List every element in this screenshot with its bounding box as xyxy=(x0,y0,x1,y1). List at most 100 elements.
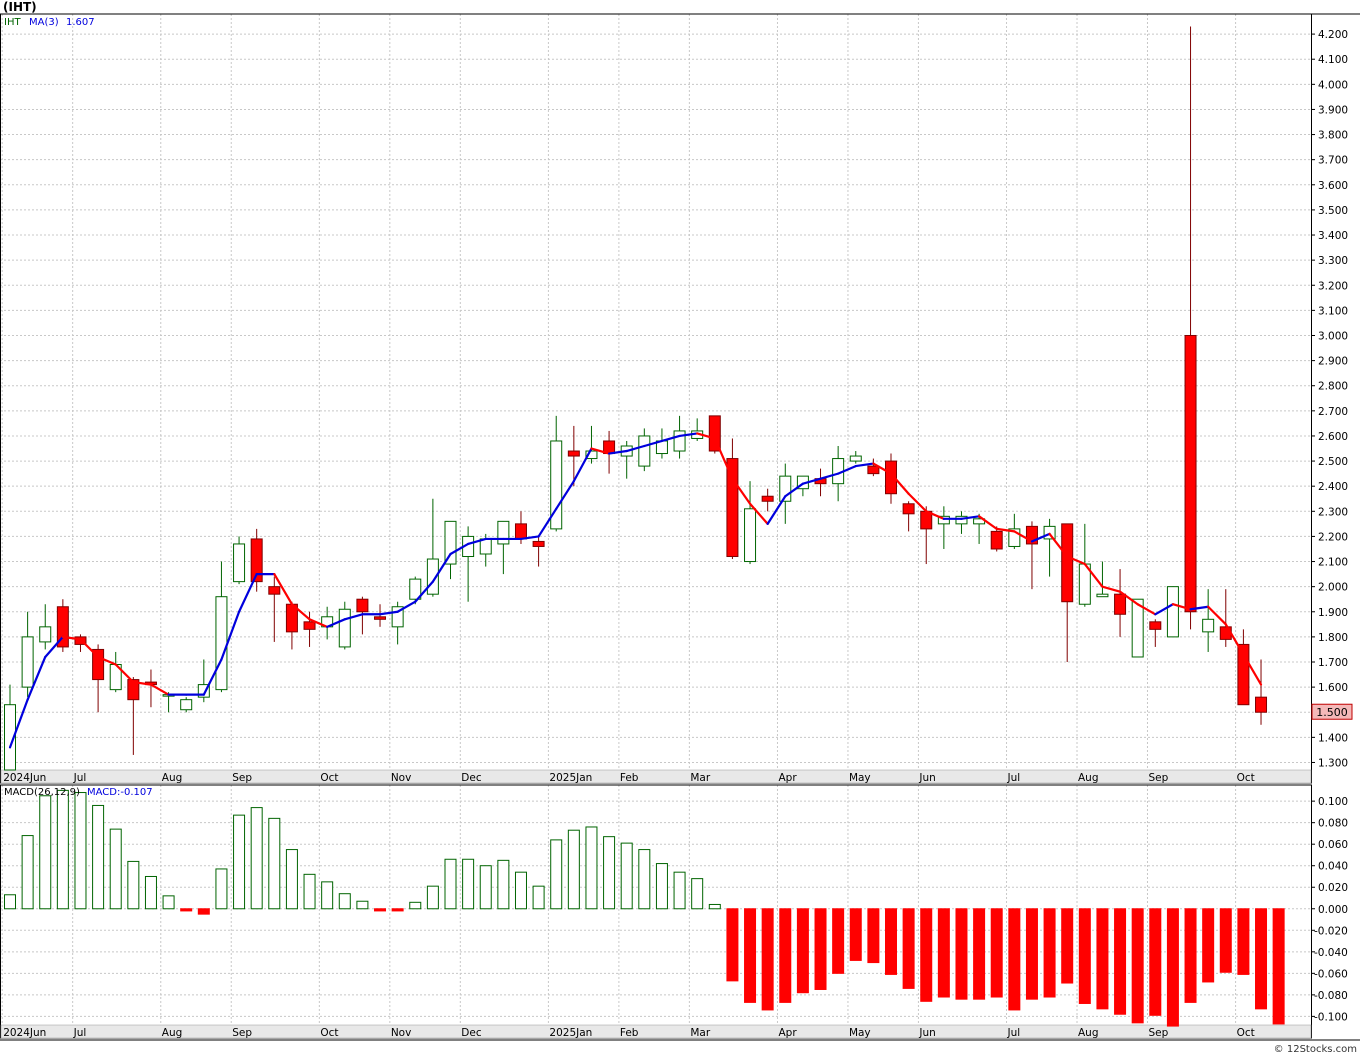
ma-line-segment xyxy=(220,610,241,661)
macd-bar xyxy=(250,807,263,910)
macd-bar xyxy=(21,835,34,910)
ma-line-segment xyxy=(925,510,945,520)
price-y-tick-label: 2.800 xyxy=(1318,381,1348,393)
price-y-tick-label: 2.300 xyxy=(1318,506,1348,518)
ma-line-segment xyxy=(801,477,822,485)
ma-line-segment xyxy=(1136,603,1157,616)
ma-line-segment xyxy=(1066,555,1086,566)
candle-body xyxy=(1096,593,1109,598)
chart-title: (IHT) xyxy=(3,0,37,14)
macd-x-tick-label: Mar xyxy=(690,1027,710,1039)
price-y-tick-label: 2.100 xyxy=(1318,557,1348,569)
price-y-tick-label: 1.700 xyxy=(1318,657,1348,669)
candle-body xyxy=(1255,696,1268,713)
ma-line-segment xyxy=(748,502,769,525)
macd-x-tick-label: Feb xyxy=(620,1027,639,1039)
macd-bar xyxy=(109,828,122,910)
price-y-tick-label: 1.800 xyxy=(1318,632,1348,644)
macd-y-tick-label: 0.040 xyxy=(1318,861,1348,873)
candle-body xyxy=(673,430,686,452)
macd-bar xyxy=(885,908,897,975)
macd-y-tick-label: -0.020 xyxy=(1314,925,1348,937)
macd-bar xyxy=(479,865,492,910)
last-price-label: 1.500 xyxy=(1316,706,1348,719)
candle-body xyxy=(356,598,369,613)
price-y-tick-label: 1.900 xyxy=(1318,607,1348,619)
candle-body xyxy=(567,450,580,457)
macd-bar xyxy=(144,875,157,910)
macd-bar xyxy=(92,804,105,910)
macd-bar xyxy=(726,908,739,982)
ma-line-segment xyxy=(572,447,593,483)
macd-bar xyxy=(444,858,457,910)
macd-bar xyxy=(391,908,404,912)
ma-line-segment xyxy=(907,492,928,513)
ma-line-segment xyxy=(607,449,628,455)
macd-x-tick-label: Nov xyxy=(391,1027,412,1039)
candle-body xyxy=(514,523,527,540)
ma-line-segment xyxy=(431,552,452,583)
macd-bar xyxy=(338,893,351,910)
price-x-tick-label: Sep xyxy=(1148,772,1168,784)
macd-bar xyxy=(180,908,193,912)
ma-line-segment xyxy=(1189,605,1210,611)
price-y-tick-label: 2.600 xyxy=(1318,431,1348,443)
macd-y-tick-label: -0.100 xyxy=(1314,1011,1348,1023)
candle-body xyxy=(779,475,792,502)
price-x-tick-label: Apr xyxy=(778,772,797,784)
macd-x-tick-label: Aug xyxy=(162,1027,183,1039)
macd-bar xyxy=(162,895,175,910)
price-y-tick-label: 4.200 xyxy=(1318,29,1348,41)
macd-bar xyxy=(409,901,422,910)
candle-body xyxy=(180,699,193,711)
candle-body xyxy=(1025,525,1038,545)
macd-bar xyxy=(673,871,686,910)
macd-bar xyxy=(585,826,598,910)
ma-line-segment xyxy=(79,638,100,659)
ma-line-segment xyxy=(396,600,417,613)
ma-line-segment xyxy=(995,527,1016,533)
ma-line-segment xyxy=(696,432,716,440)
ma-line-segment xyxy=(590,447,611,455)
price-y-tick-label: 3.600 xyxy=(1318,180,1348,192)
macd-bar xyxy=(268,817,281,910)
macd-bar xyxy=(1043,908,1056,998)
candle-body xyxy=(885,460,897,495)
macd-bar xyxy=(1008,908,1021,1011)
ma-line-segment xyxy=(237,572,258,613)
macd-bar xyxy=(374,908,387,912)
macd-bar xyxy=(197,908,210,915)
macd-bar xyxy=(973,908,986,1000)
ma-line-segment xyxy=(44,635,64,659)
price-y-tick-label: 4.100 xyxy=(1318,54,1348,66)
price-y-tick-label: 2.400 xyxy=(1318,481,1348,493)
price-y-tick-label: 3.100 xyxy=(1318,305,1348,317)
candle-body xyxy=(497,520,510,545)
price-x-tick-label: Sep xyxy=(232,772,252,784)
macd-x-tick-label: May xyxy=(849,1027,871,1039)
ma-line-segment xyxy=(960,515,981,520)
price-y-tick-label: 3.000 xyxy=(1318,330,1348,342)
macd-x-tick-label: 2025Jan xyxy=(549,1027,592,1039)
candle-body xyxy=(233,543,246,583)
candle-body xyxy=(197,684,210,698)
ma-line-segment xyxy=(273,572,294,606)
macd-x-tick-label: Sep xyxy=(1148,1027,1168,1039)
macd-bar xyxy=(74,792,87,910)
candle-body xyxy=(479,538,492,555)
price-x-tick-label: Oct xyxy=(1237,772,1255,784)
ma-line-segment xyxy=(1030,532,1051,543)
macd-bar xyxy=(1184,908,1197,1003)
candle-body xyxy=(708,415,721,452)
price-y-tick-label: 2.200 xyxy=(1318,531,1348,543)
ma-line-segment xyxy=(1207,605,1227,626)
macd-y-tick-label: 0.000 xyxy=(1318,904,1348,916)
ma-line-segment xyxy=(8,698,29,749)
macd-bar xyxy=(1078,908,1091,1004)
price-y-tick-label: 4.000 xyxy=(1318,79,1348,91)
candle-body xyxy=(1149,621,1162,630)
candle-body xyxy=(744,508,757,563)
macd-bar xyxy=(1061,908,1074,984)
candle-body xyxy=(937,515,950,525)
